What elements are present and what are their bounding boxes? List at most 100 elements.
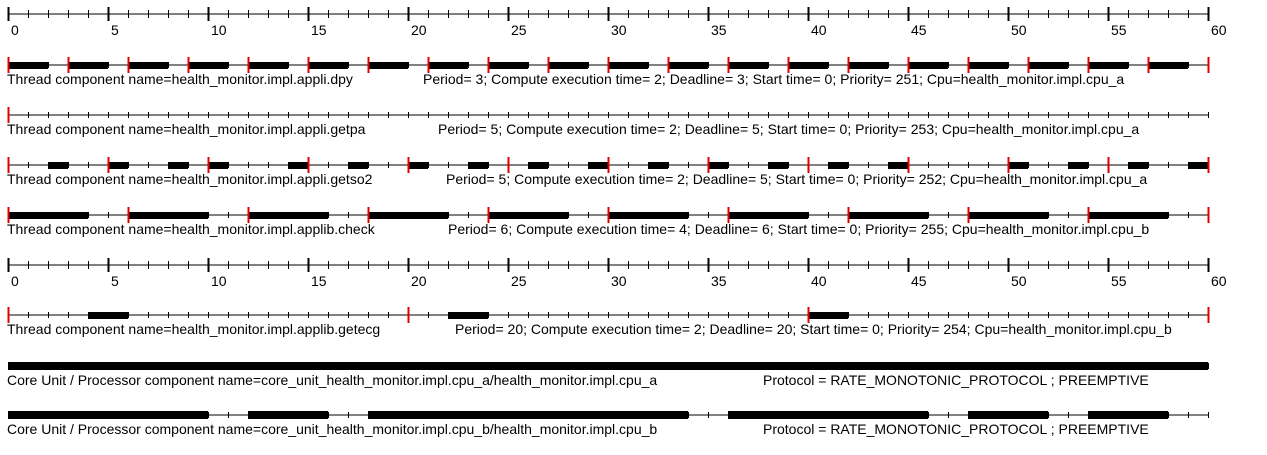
check-params-label: Period= 6; Compute execution time= 4; De… xyxy=(448,221,1149,237)
dpy-execution-bar xyxy=(128,62,168,69)
getso2-execution-bar xyxy=(1008,162,1028,169)
axis-mid-tick-label: 50 xyxy=(1011,273,1027,289)
axis-mid-tick-label: 0 xyxy=(11,273,19,289)
getso2-execution-bar xyxy=(48,162,68,169)
axis-mid-tick-label: 10 xyxy=(211,273,227,289)
getso2-execution-bar xyxy=(648,162,668,169)
getecg-execution-bar xyxy=(448,312,488,319)
getso2-execution-bar xyxy=(208,162,228,169)
axis-top-tick-label: 50 xyxy=(1011,22,1027,38)
axis-top-tick-label: 60 xyxy=(1211,22,1227,38)
axis-top-tick-label: 25 xyxy=(511,22,527,38)
getso2-execution-bar xyxy=(588,162,608,169)
getecg-name-label: Thread component name=health_monitor.imp… xyxy=(7,321,380,337)
dpy-execution-bar xyxy=(548,62,588,69)
dpy-execution-bar xyxy=(728,62,768,69)
axis-top-tick-label: 35 xyxy=(711,22,727,38)
getso2-execution-bar xyxy=(168,162,188,169)
cpu_a-execution-bar xyxy=(8,362,1208,370)
dpy-name-label: Thread component name=health_monitor.imp… xyxy=(7,71,353,87)
getso2-execution-bar xyxy=(888,162,908,169)
getso2-execution-bar xyxy=(1068,162,1088,169)
dpy-execution-bar xyxy=(308,62,348,69)
axis-mid-tick-label: 5 xyxy=(111,273,119,289)
getecg-execution-bar xyxy=(88,312,128,319)
cpu_b-execution-bar xyxy=(368,411,608,419)
cpu_a-params-label: Protocol = RATE_MONOTONIC_PROTOCOL ; PRE… xyxy=(763,372,1149,388)
axis-mid-tick-label: 30 xyxy=(611,273,627,289)
dpy-execution-bar xyxy=(848,62,888,69)
dpy-execution-bar xyxy=(968,62,1008,69)
dpy-execution-bar xyxy=(1088,62,1128,69)
dpy-execution-bar xyxy=(428,62,468,69)
axis-top-tick-label: 55 xyxy=(1111,22,1127,38)
getso2-execution-bar xyxy=(828,162,848,169)
getpa-name-label: Thread component name=health_monitor.imp… xyxy=(7,121,366,137)
getso2-execution-bar xyxy=(768,162,788,169)
dpy-execution-bar xyxy=(8,62,48,69)
getso2-execution-bar xyxy=(528,162,548,169)
axis-top-tick-label: 0 xyxy=(11,22,19,38)
check-execution-bar xyxy=(368,212,448,219)
dpy-execution-bar xyxy=(488,62,528,69)
axis-mid-tick-label: 35 xyxy=(711,273,727,289)
check-execution-bar xyxy=(848,212,928,219)
cpu_b-execution-bar xyxy=(1088,411,1168,419)
check-name-label: Thread component name=health_monitor.imp… xyxy=(7,221,376,237)
getso2-execution-bar xyxy=(708,162,728,169)
cpu_b-execution-bar xyxy=(968,411,1048,419)
getso2-execution-bar xyxy=(408,162,428,169)
axis-top-tick-label: 10 xyxy=(211,22,227,38)
dpy-execution-bar xyxy=(1028,62,1068,69)
axis-mid-tick-label: 40 xyxy=(811,273,827,289)
check-execution-bar xyxy=(1088,212,1168,219)
cpu_b-name-label: Core Unit / Processor component name=cor… xyxy=(7,421,657,437)
check-execution-bar xyxy=(8,212,88,219)
getpa-params-label: Period= 5; Compute execution time= 2; De… xyxy=(438,121,1139,137)
check-execution-bar xyxy=(968,212,1048,219)
dpy-execution-bar xyxy=(368,62,408,69)
cpu_a-name-label: Core Unit / Processor component name=cor… xyxy=(7,372,657,388)
dpy-execution-bar xyxy=(1148,62,1188,69)
axis-mid-tick-label: 15 xyxy=(311,273,327,289)
check-execution-bar xyxy=(488,212,568,219)
check-execution-bar xyxy=(728,212,808,219)
getso2-execution-bar xyxy=(288,162,308,169)
cpu_b-execution-bar xyxy=(248,411,328,419)
getso2-name-label: Thread component name=health_monitor.imp… xyxy=(7,171,373,187)
getso2-params-label: Period= 5; Compute execution time= 2; De… xyxy=(446,171,1147,187)
axis-top-tick-label: 20 xyxy=(411,22,427,38)
getso2-execution-bar xyxy=(348,162,368,169)
cpu_b-params-label: Protocol = RATE_MONOTONIC_PROTOCOL ; PRE… xyxy=(763,421,1149,437)
axis-mid-tick-label: 55 xyxy=(1111,273,1127,289)
axis-top-tick-label: 5 xyxy=(111,22,119,38)
axis-mid-tick-label: 25 xyxy=(511,273,527,289)
dpy-execution-bar xyxy=(68,62,108,69)
getecg-execution-bar xyxy=(808,312,848,319)
getso2-execution-bar xyxy=(108,162,128,169)
dpy-execution-bar xyxy=(908,62,948,69)
dpy-execution-bar xyxy=(188,62,228,69)
dpy-execution-bar xyxy=(248,62,288,69)
cpu_b-execution-bar xyxy=(608,411,688,419)
cpu_b-execution-bar xyxy=(728,411,928,419)
dpy-execution-bar xyxy=(608,62,648,69)
axis-mid-tick-label: 60 xyxy=(1211,273,1227,289)
axis-top-tick-label: 45 xyxy=(911,22,927,38)
getso2-execution-bar xyxy=(468,162,488,169)
axis-mid-tick-label: 20 xyxy=(411,273,427,289)
dpy-params-label: Period= 3; Compute execution time= 2; De… xyxy=(423,71,1124,87)
check-execution-bar xyxy=(128,212,208,219)
getso2-execution-bar xyxy=(1128,162,1148,169)
axis-top-tick-label: 40 xyxy=(811,22,827,38)
axis-top-tick-label: 15 xyxy=(311,22,327,38)
getso2-execution-bar xyxy=(1188,162,1208,169)
axis-mid-tick-label: 45 xyxy=(911,273,927,289)
check-execution-bar xyxy=(248,212,328,219)
getecg-params-label: Period= 20; Compute execution time= 2; D… xyxy=(455,321,1172,337)
axis-top-tick-label: 30 xyxy=(611,22,627,38)
dpy-execution-bar xyxy=(668,62,708,69)
cpu_b-execution-bar xyxy=(8,411,208,419)
dpy-execution-bar xyxy=(788,62,828,69)
